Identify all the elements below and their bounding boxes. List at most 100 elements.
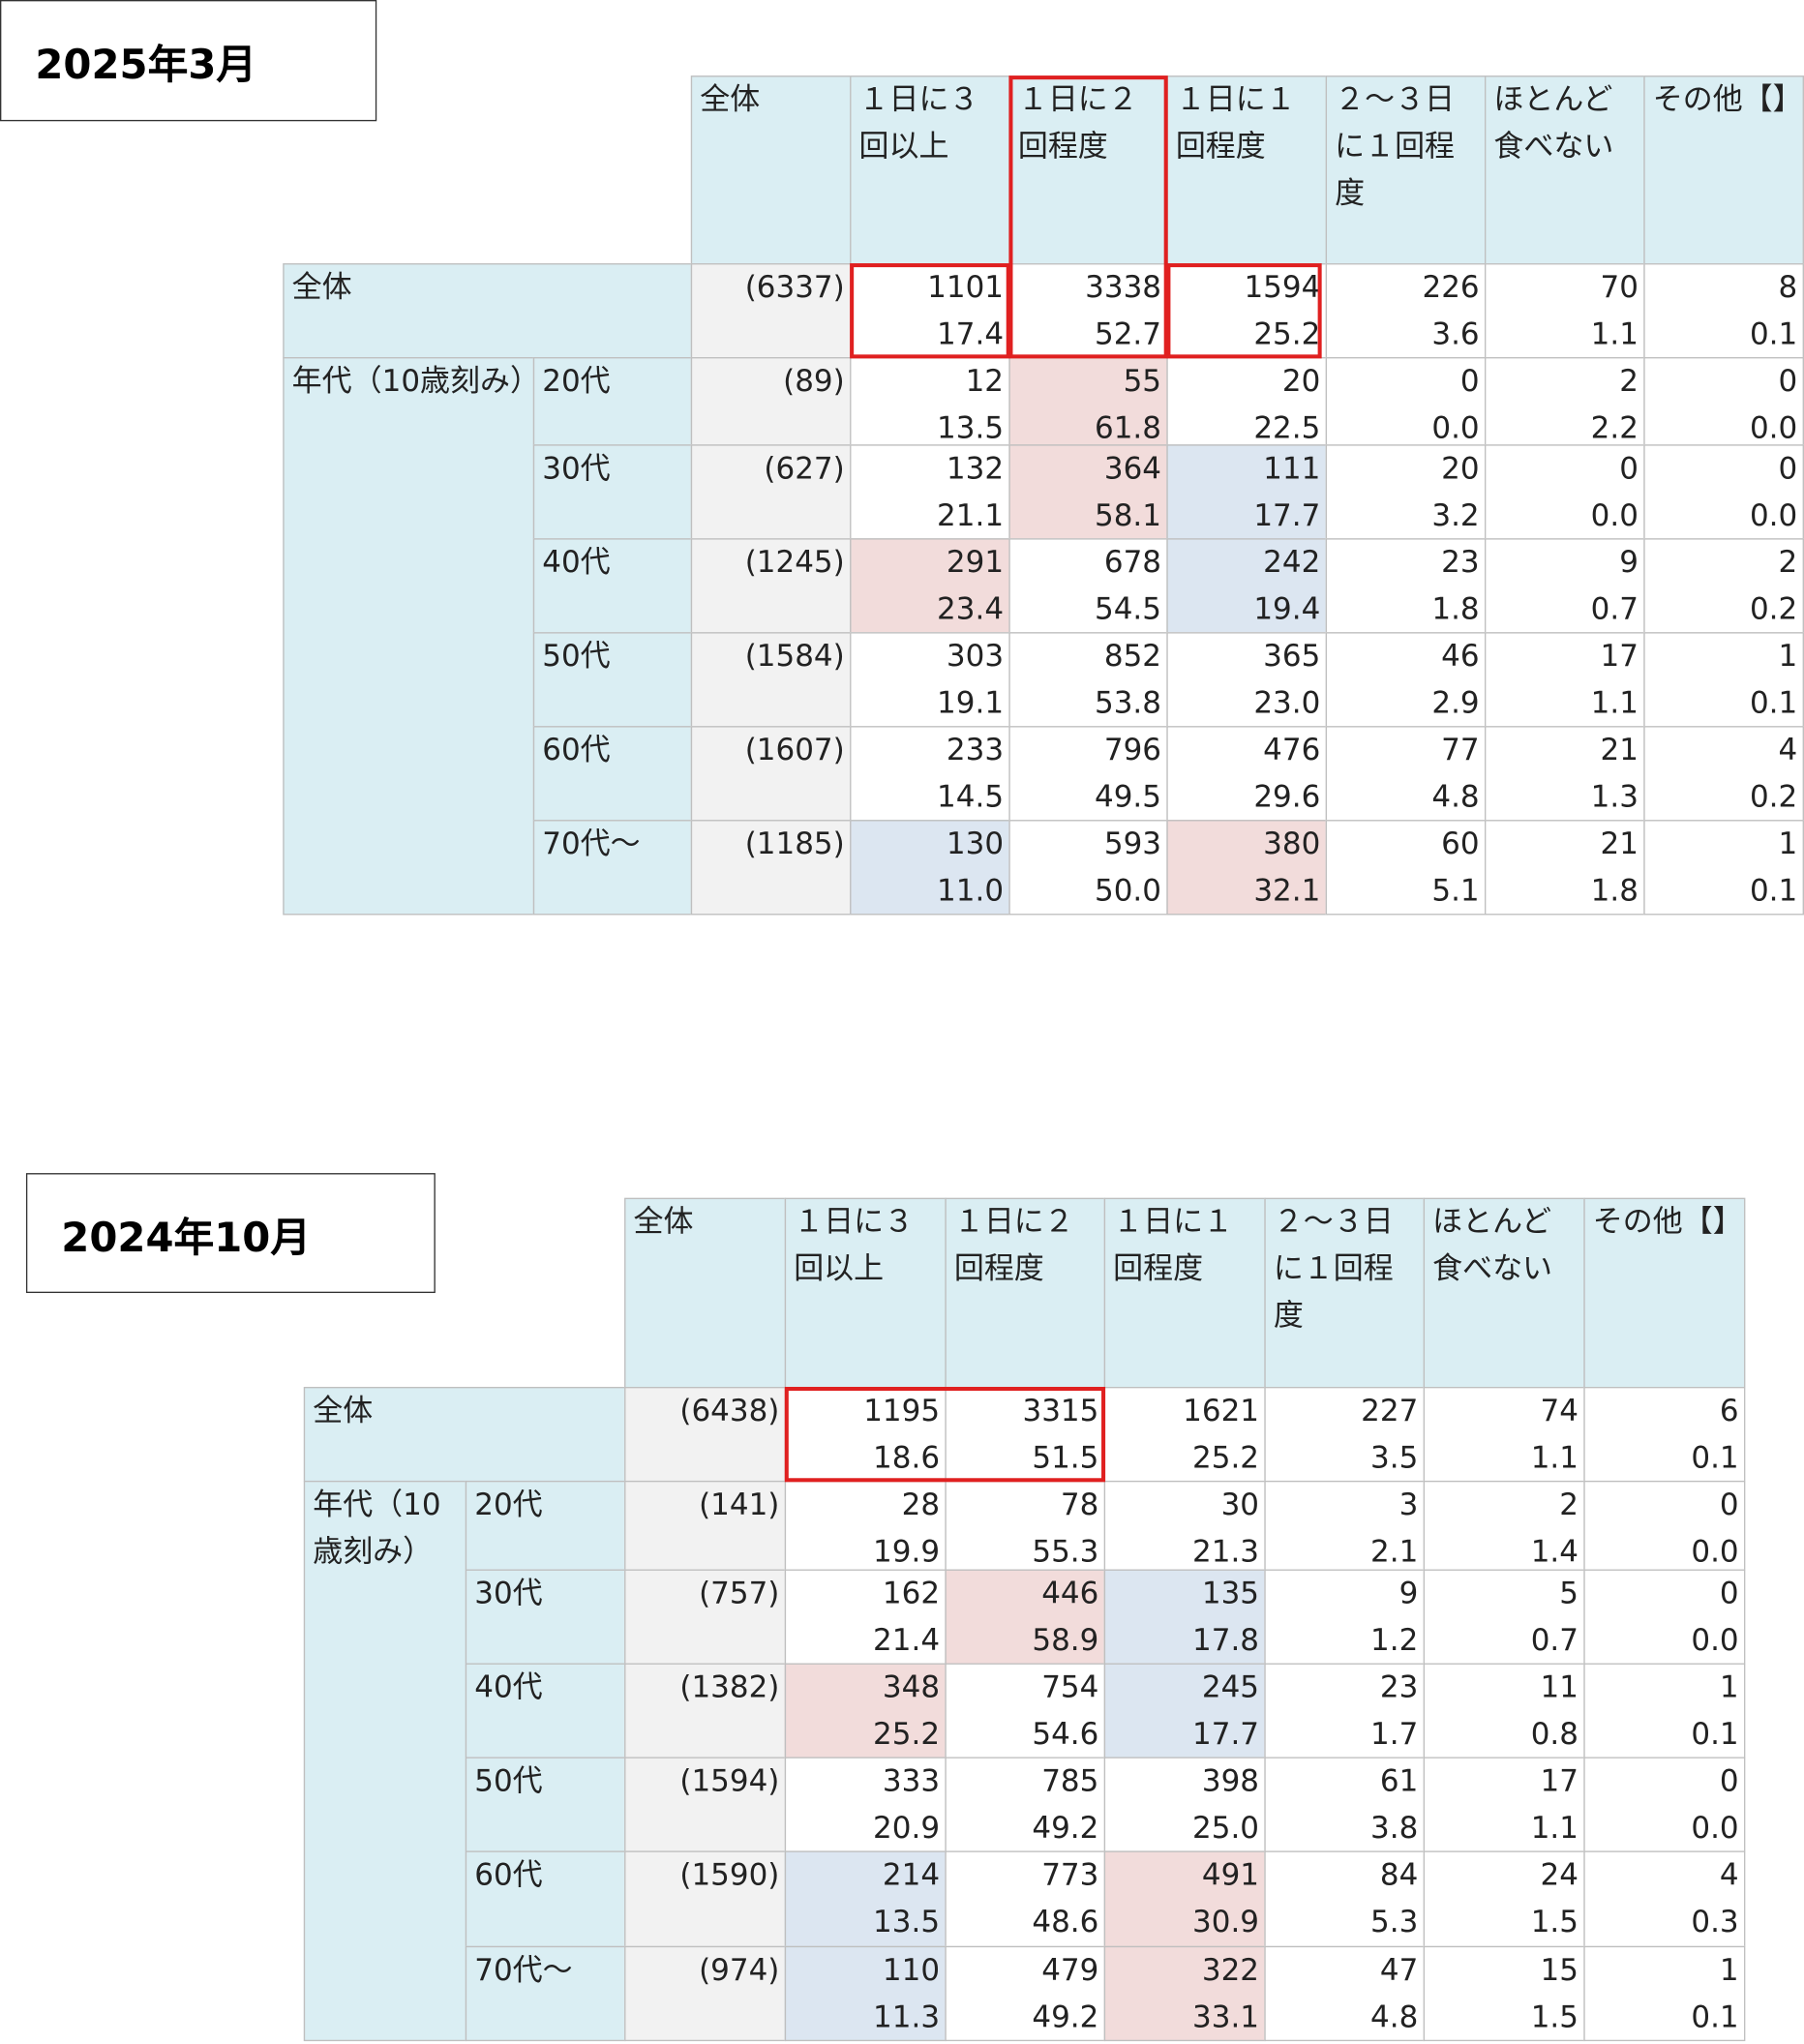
count: 11 (1540, 1670, 1578, 1705)
data-cell: 1 0.1 (1643, 820, 1804, 916)
column-header: １日に１回程度 (1166, 75, 1328, 265)
sample-size: (627) (690, 444, 852, 540)
data-cell: 5 0.7 (1423, 1569, 1585, 1665)
row-label: 40代 (465, 1663, 626, 1758)
group-label: 年代（10歳刻み） (283, 357, 535, 916)
percent: 1.1 (1590, 686, 1639, 721)
percent: 0.2 (1749, 592, 1798, 627)
count: 773 (1041, 1858, 1099, 1893)
percent: 0.0 (1691, 1812, 1739, 1847)
count: 0 (1719, 1764, 1739, 1799)
percent: 0.7 (1530, 1624, 1578, 1659)
percent: 0.1 (1691, 1441, 1739, 1476)
column-header: ２～３日に１回程度 (1325, 75, 1487, 265)
data-cell: 678 54.5 (1008, 538, 1168, 634)
row-label: 60代 (532, 726, 693, 822)
data-cell: 0 0.0 (1485, 444, 1645, 540)
row-label: 30代 (465, 1569, 626, 1665)
percent: 29.6 (1253, 780, 1321, 815)
count: 47 (1379, 1953, 1419, 1988)
data-cell: 24 1.5 (1423, 1850, 1585, 1948)
count: 479 (1041, 1953, 1099, 1988)
percent: 3.2 (1431, 498, 1480, 533)
count: 130 (946, 827, 1005, 862)
percent: 0.1 (1691, 1718, 1739, 1753)
percent: 2.2 (1590, 411, 1639, 446)
data-cell: 796 49.5 (1008, 726, 1168, 822)
data-cell: 1621 25.2 (1103, 1386, 1266, 1483)
data-cell: 61 3.8 (1264, 1757, 1426, 1852)
percent: 17.8 (1192, 1624, 1260, 1659)
percent: 48.6 (1032, 1906, 1099, 1940)
percent: 50.0 (1095, 874, 1161, 909)
data-cell: 162 21.4 (784, 1569, 947, 1665)
data-cell: 0 0.0 (1325, 357, 1487, 446)
data-cell: 242 19.4 (1166, 538, 1328, 634)
data-cell: 1195 18.6 (784, 1386, 947, 1483)
percent: 25.2 (1192, 1441, 1260, 1476)
row-label: 60代 (465, 1850, 626, 1948)
data-cell: 0 0.0 (1583, 1757, 1746, 1852)
count: 214 (882, 1858, 941, 1893)
count: 46 (1441, 640, 1480, 675)
percent: 17.7 (1192, 1718, 1260, 1753)
row-label: 70代～ (465, 1945, 626, 2042)
percent: 3.5 (1370, 1441, 1419, 1476)
count: 1621 (1183, 1395, 1260, 1429)
count: 5 (1559, 1577, 1578, 1611)
count: 70 (1600, 271, 1639, 306)
percent: 25.2 (1253, 317, 1321, 352)
sample-size: (1245) (690, 538, 852, 634)
percent: 49.2 (1032, 2000, 1099, 2035)
percent: 1.1 (1530, 1441, 1578, 1476)
sample-size: (1594) (624, 1757, 787, 1852)
count: 333 (882, 1764, 941, 1799)
percent: 1.8 (1590, 874, 1639, 909)
percent: 11.0 (937, 874, 1005, 909)
row-label: 全体 (283, 263, 693, 359)
data-cell: 365 23.0 (1166, 632, 1328, 728)
percent: 49.5 (1095, 780, 1161, 815)
row-label: 40代 (532, 538, 693, 634)
percent: 23.0 (1253, 686, 1321, 721)
column-header: 全体 (624, 1197, 787, 1389)
data-cell: 0 0.0 (1643, 444, 1804, 540)
percent: 20.9 (873, 1812, 941, 1847)
data-cell: 2 2.2 (1485, 357, 1645, 446)
data-cell: 398 25.0 (1103, 1757, 1266, 1852)
count: 785 (1041, 1764, 1099, 1799)
sample-size: (974) (624, 1945, 787, 2042)
sample-size: (1590) (624, 1850, 787, 1948)
count: 1195 (863, 1395, 941, 1429)
percent: 17.4 (937, 317, 1005, 352)
data-cell: 245 17.7 (1103, 1663, 1266, 1758)
data-cell: 21 1.3 (1485, 726, 1645, 822)
count: 242 (1263, 546, 1321, 581)
percent: 0.0 (1691, 1535, 1739, 1570)
count: 0 (1619, 452, 1639, 487)
count: 1 (1719, 1953, 1739, 1988)
data-cell: 2 0.2 (1643, 538, 1804, 634)
data-cell: 70 1.1 (1485, 263, 1645, 359)
percent: 0.0 (1590, 498, 1639, 533)
column-header: １日に２回程度 (1008, 75, 1168, 265)
count: 0 (1719, 1488, 1739, 1523)
count: 162 (882, 1577, 941, 1611)
count: 0 (1459, 365, 1480, 400)
data-cell: 110 11.3 (784, 1945, 947, 2042)
percent: 0.0 (1749, 411, 1798, 446)
percent: 1.8 (1431, 592, 1480, 627)
data-cell: 303 19.1 (850, 632, 1010, 728)
data-cell: 476 29.6 (1166, 726, 1328, 822)
count: 23 (1441, 546, 1480, 581)
count: 476 (1263, 734, 1321, 768)
row-label: 20代 (465, 1480, 626, 1571)
data-cell: 0 0.0 (1643, 357, 1804, 446)
data-cell: 47 4.8 (1264, 1945, 1426, 2042)
percent: 55.3 (1032, 1535, 1099, 1570)
count: 12 (965, 365, 1005, 400)
group-label: 年代（10歳刻み） (303, 1480, 467, 2042)
count: 3338 (1085, 271, 1161, 306)
count: 8 (1778, 271, 1798, 306)
column-header: 全体 (690, 75, 852, 265)
